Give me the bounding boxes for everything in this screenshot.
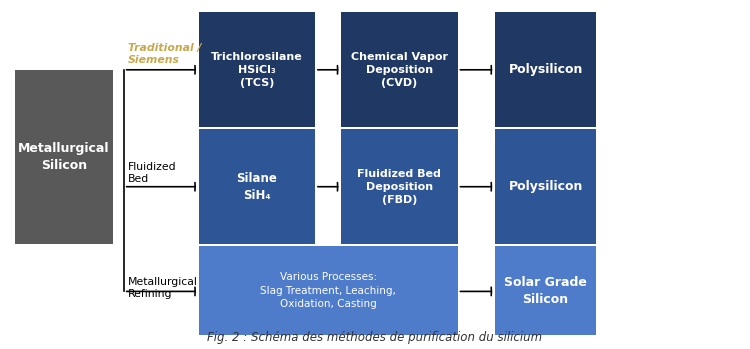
Text: Polysilicon: Polysilicon [509, 63, 583, 76]
FancyBboxPatch shape [495, 246, 596, 335]
Text: Traditional /
Siemens: Traditional / Siemens [128, 43, 201, 65]
Text: Fluidized Bed
Deposition
(FBD): Fluidized Bed Deposition (FBD) [358, 169, 441, 205]
FancyBboxPatch shape [341, 12, 458, 127]
FancyBboxPatch shape [341, 129, 458, 244]
Text: Chemical Vapor
Deposition
(CVD): Chemical Vapor Deposition (CVD) [351, 52, 448, 88]
Text: Various Processes:
Slag Treatment, Leaching,
Oxidation, Casting: Various Processes: Slag Treatment, Leach… [260, 272, 396, 309]
Text: Fluidized
Bed: Fluidized Bed [128, 162, 176, 184]
Text: Polysilicon: Polysilicon [509, 180, 583, 193]
FancyBboxPatch shape [495, 129, 596, 244]
FancyBboxPatch shape [199, 246, 458, 335]
Text: Fig. 2 : Schéma des méthodes de purification du silicium: Fig. 2 : Schéma des méthodes de purifica… [208, 331, 542, 344]
FancyBboxPatch shape [15, 70, 112, 244]
Text: Trichlorosilane
HSiCl₃
(TCS): Trichlorosilane HSiCl₃ (TCS) [211, 52, 303, 88]
Text: Metallurgical
Silicon: Metallurgical Silicon [18, 142, 110, 172]
Text: Silane
SiH₄: Silane SiH₄ [236, 172, 278, 202]
FancyBboxPatch shape [199, 129, 315, 244]
Text: Metallurgical
Refining: Metallurgical Refining [128, 277, 197, 299]
FancyBboxPatch shape [495, 12, 596, 127]
FancyBboxPatch shape [199, 12, 315, 127]
Text: Solar Grade
Silicon: Solar Grade Silicon [504, 276, 587, 305]
